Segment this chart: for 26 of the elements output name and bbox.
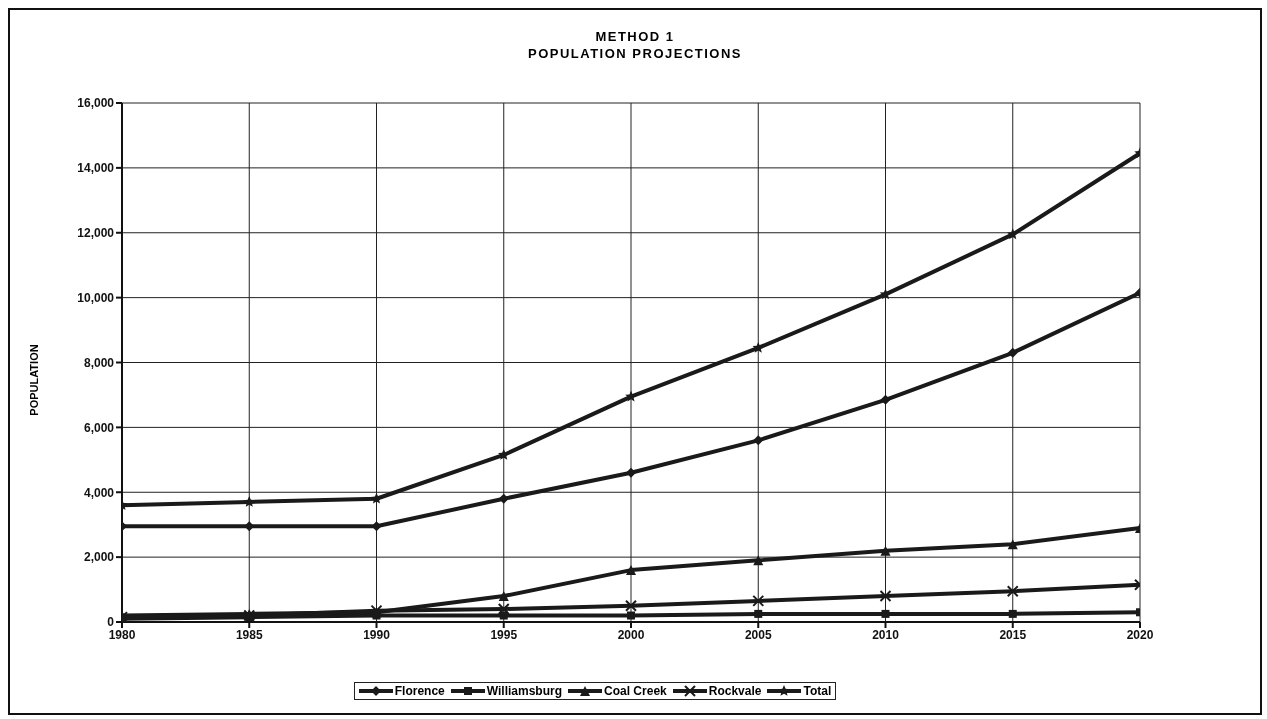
y-tick-label: 12,000 (77, 226, 115, 241)
y-tick-label: 14,000 (77, 161, 115, 176)
y-tick-label: 2,000 (83, 550, 115, 565)
legend-label: Florence (394, 684, 445, 698)
legend-label: Coal Creek (604, 684, 667, 698)
x-tick-label: 2000 (617, 627, 645, 642)
chart-title: METHOD 1 (594, 28, 676, 45)
y-tick-label: 10,000 (77, 290, 115, 305)
x-tick-label: 1985 (235, 627, 263, 642)
x-tick-label: 1990 (363, 627, 391, 642)
y-tick-label: 4,000 (83, 485, 115, 500)
chart-subtitle: POPULATION PROJECTIONS (526, 45, 744, 62)
x-tick-label: 1980 (108, 627, 136, 642)
y-tick-label: 0 (107, 615, 115, 630)
y-tick-label: 8,000 (83, 355, 115, 370)
legend-label: Williamsburg (486, 684, 563, 698)
y-axis-title: POPULATION (28, 344, 40, 416)
x-tick-label: 1995 (490, 627, 518, 642)
x-tick-label: 2010 (872, 627, 900, 642)
y-tick-label: 16,000 (77, 96, 115, 111)
y-tick-label: 6,000 (83, 420, 115, 435)
x-tick-label: 2005 (744, 627, 772, 642)
x-tick-label: 2015 (999, 627, 1027, 642)
x-tick-label: 2020 (1126, 627, 1154, 642)
legend-label: Total (803, 684, 832, 698)
legend-label: Rockvale (708, 684, 762, 698)
